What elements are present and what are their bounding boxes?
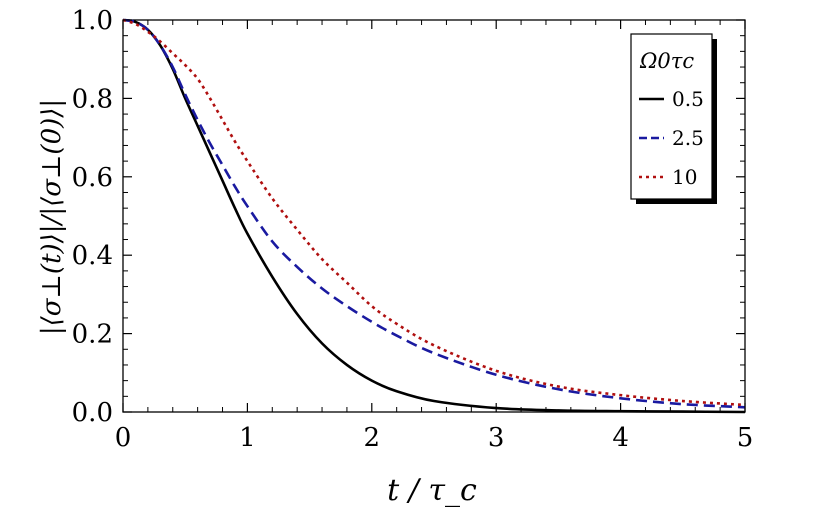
ticks-layer: 0 1 2 3 4 5 0.0 0.2 0.4 0.6 0.8 1.0	[72, 6, 754, 453]
y-tick-label: 0.4	[72, 241, 113, 271]
legend-items: 0.5 2.5 10	[639, 87, 704, 189]
legend-title: Ω0τc	[639, 49, 694, 73]
y-tick-label: 1.0	[72, 6, 113, 36]
x-tick-label: 3	[488, 423, 505, 453]
series-line-2.5	[122, 18, 746, 409]
x-tick-label: 4	[612, 423, 629, 453]
legend-label-0.5: 0.5	[672, 87, 704, 111]
legend-box	[630, 33, 713, 200]
series-line-0.5	[122, 18, 746, 414]
plot-border	[122, 19, 746, 413]
x-tick-label: 5	[737, 423, 754, 453]
legend: Ω0τc 0.5 2.5 10	[630, 33, 717, 204]
legend-label-2.5: 2.5	[672, 126, 704, 150]
y-axis-label: |⟨σ⊥(t)⟩|/|⟨σ⊥(0)⟩|	[37, 99, 67, 335]
x-tick-label: 2	[364, 423, 381, 453]
y-tick-label: 0.8	[72, 84, 113, 114]
x-axis-label: t / τ_c	[387, 473, 477, 508]
legend-label-10: 10	[672, 165, 697, 189]
y-tick-label: 0.6	[72, 163, 113, 193]
series-layer	[122, 18, 746, 414]
plot-frame	[122, 19, 746, 413]
x-tick-label: 0	[115, 423, 132, 453]
y-tick-label: 0.2	[72, 320, 113, 350]
y-tick-label: 0.0	[72, 398, 113, 428]
x-tick-label: 1	[239, 423, 256, 453]
series-line-10	[122, 18, 746, 407]
